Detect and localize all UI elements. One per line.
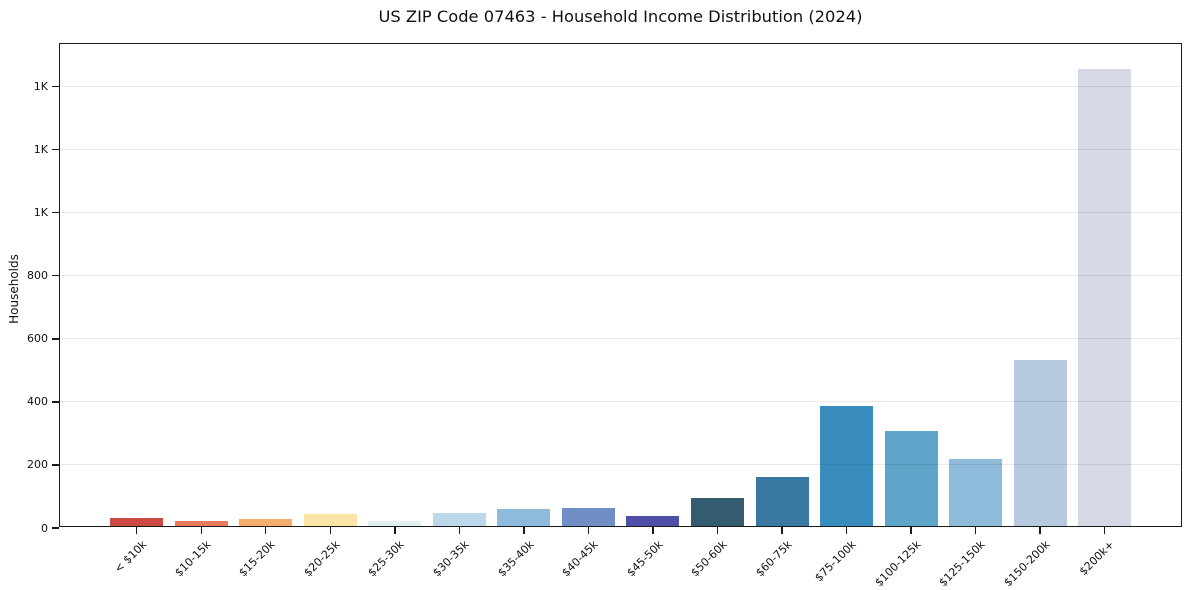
x-tick-label-text: $15-20k xyxy=(236,538,278,580)
y-tick xyxy=(52,85,59,88)
x-tick xyxy=(1039,527,1041,534)
x-tick xyxy=(781,527,783,534)
x-tick xyxy=(716,527,719,534)
y-tick xyxy=(52,527,59,529)
gridline xyxy=(60,275,1181,277)
x-tick xyxy=(587,527,590,534)
bar xyxy=(110,518,164,526)
x-tick-label-text: $60-75k xyxy=(752,538,795,580)
x-tick xyxy=(523,527,525,534)
y-tick-label: 1K xyxy=(33,206,48,220)
x-tick xyxy=(265,527,267,534)
bar xyxy=(239,519,293,526)
bar xyxy=(820,406,874,526)
bar xyxy=(497,508,551,526)
y-tick-label: 200 xyxy=(27,458,48,472)
bar xyxy=(884,431,938,526)
x-tick-label-text: $35-40k xyxy=(494,538,537,580)
y-tick-label: 1K xyxy=(33,80,48,94)
bar xyxy=(755,477,809,526)
x-tick-label-text: $50-60k xyxy=(688,538,730,580)
x-tick-label-text: $45-50k xyxy=(623,538,666,580)
bar xyxy=(174,521,228,526)
bar xyxy=(690,497,744,526)
y-tick-label: 600 xyxy=(27,332,48,346)
bar xyxy=(1078,68,1132,526)
x-tick xyxy=(458,527,461,534)
x-tick-label-text: $10-15k xyxy=(172,538,214,580)
y-tick-label: 0 xyxy=(41,521,48,535)
x-tick-label-text: $20-25k xyxy=(301,538,343,580)
x-tick xyxy=(136,527,138,534)
y-tick xyxy=(52,211,59,214)
x-tick-label-text: $200k+ xyxy=(1076,538,1117,579)
x-tick-label-text: $25-30k xyxy=(365,538,408,580)
x-tick-label-text: $125-150k xyxy=(936,538,988,590)
bar xyxy=(303,514,357,526)
x-tick xyxy=(200,527,202,534)
x-tick-label-text: $40-45k xyxy=(559,538,601,580)
gridline xyxy=(60,149,1181,151)
x-tick xyxy=(329,527,331,534)
y-tick-label: 1K xyxy=(33,143,48,157)
y-tick xyxy=(52,275,59,277)
x-tick xyxy=(974,527,977,534)
x-tick-label-text: < $10k xyxy=(111,538,149,576)
x-tick-label-text: $75-100k xyxy=(812,538,859,585)
y-tick-label: 800 xyxy=(27,269,48,283)
bar xyxy=(432,512,486,526)
x-tick xyxy=(652,527,654,534)
y-tick xyxy=(52,338,59,340)
gridline xyxy=(60,212,1181,214)
y-tick-label: 400 xyxy=(27,395,48,409)
y-tick xyxy=(52,401,59,403)
bar xyxy=(1013,360,1067,526)
x-tick-label-text: $30-35k xyxy=(430,538,472,580)
y-tick xyxy=(52,148,59,151)
x-tick xyxy=(845,527,848,534)
gridline xyxy=(60,338,1181,340)
y-tick xyxy=(52,464,59,466)
bar xyxy=(949,459,1003,526)
bar xyxy=(561,508,615,526)
bar xyxy=(626,515,680,526)
x-tick-label-text: $100-125k xyxy=(872,538,924,590)
bar xyxy=(368,520,422,526)
gridline xyxy=(60,86,1181,88)
plot-area: 0 200 400 600 800 1K 1K 1K < $10k $10-15k $15-20k $… xyxy=(27,43,1182,589)
chart-title: US ZIP Code 07463 - Household Income Dis… xyxy=(378,7,863,26)
x-tick xyxy=(910,527,912,534)
x-tick xyxy=(394,527,396,534)
y-axis-label-text: Households xyxy=(7,254,21,324)
x-tick xyxy=(1103,527,1106,534)
x-tick-label-text: $150-200k xyxy=(1001,538,1053,590)
